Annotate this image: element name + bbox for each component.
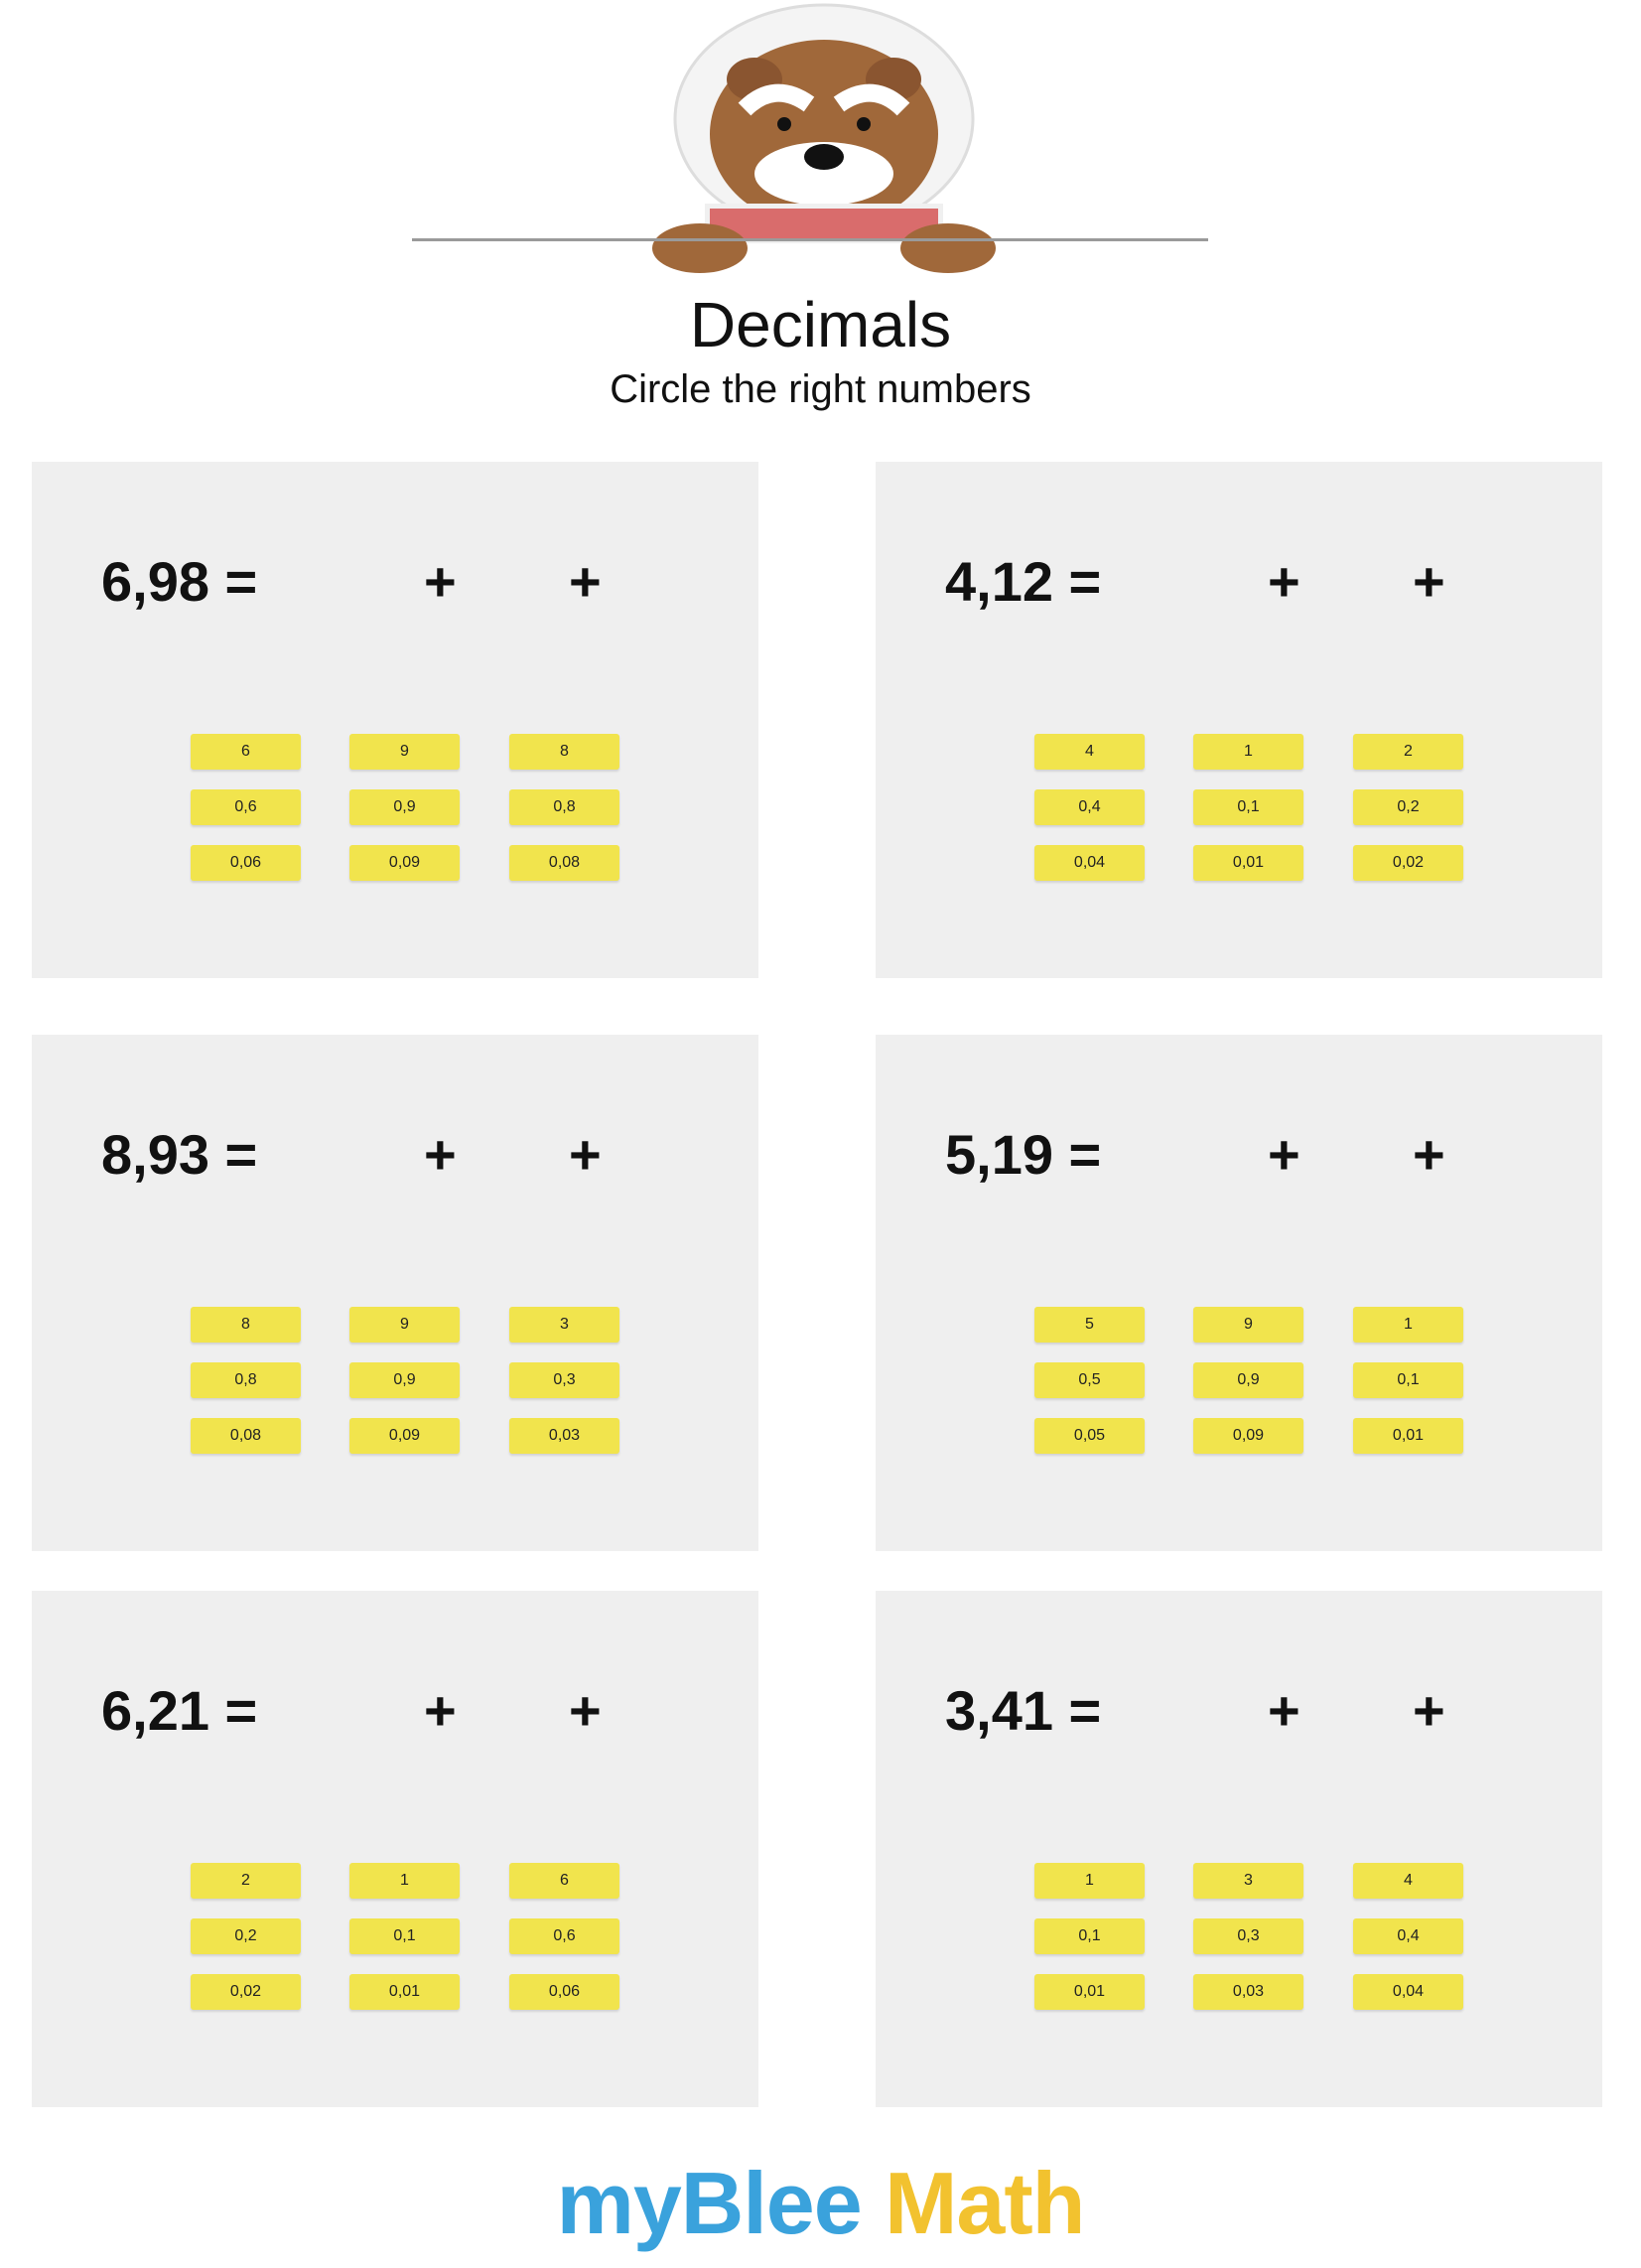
exercise-panel: 6,98 = + +6 9 8 0,6 0,9 0,8 0,06 0,09 0,08 — [32, 462, 758, 978]
page-subtitle: Circle the right numbers — [610, 367, 1031, 411]
answer-option[interactable]: 0,6 — [191, 789, 301, 825]
plus-sign: + — [1413, 550, 1445, 613]
exercise-panel: 5,19 = + +5 9 1 0,5 0,9 0,1 0,05 0,09 0,01 — [876, 1035, 1602, 1551]
plus-sign: + — [569, 550, 602, 613]
answer-option[interactable]: 0,2 — [1353, 789, 1463, 825]
exercise-panel: 3,41 = + +1 3 4 0,1 0,3 0,4 0,01 0,03 0,04 — [876, 1591, 1602, 2107]
exercise-panel: 8,93 = + +8 9 3 0,8 0,9 0,3 0,08 0,09 0,03 — [32, 1035, 758, 1551]
answer-option[interactable]: 5 — [1034, 1307, 1145, 1343]
answer-option[interactable]: 0,01 — [1353, 1418, 1463, 1454]
answer-option[interactable]: 0,1 — [1193, 789, 1303, 825]
answer-option[interactable]: 0,01 — [1034, 1974, 1145, 2010]
answer-option[interactable]: 1 — [1193, 734, 1303, 770]
answer-option[interactable]: 3 — [1193, 1863, 1303, 1899]
answer-option[interactable]: 0,3 — [509, 1362, 619, 1398]
exercise-panel: 6,21 = + +2 1 6 0,2 0,1 0,6 0,02 0,01 0,06 — [32, 1591, 758, 2107]
answer-option[interactable]: 0,1 — [1034, 1918, 1145, 1954]
answer-option[interactable]: 1 — [1034, 1863, 1145, 1899]
equation: 8,93 = — [101, 1123, 258, 1186]
plus-sign: + — [424, 550, 457, 613]
answer-option[interactable]: 0,1 — [1353, 1362, 1463, 1398]
plus-sign: + — [424, 1679, 457, 1742]
answer-option[interactable]: 9 — [349, 1307, 460, 1343]
answer-option[interactable]: 4 — [1034, 734, 1145, 770]
plus-sign: + — [1268, 550, 1300, 613]
equation: 4,12 = — [945, 550, 1102, 613]
answer-option[interactable]: 0,06 — [509, 1974, 619, 2010]
answer-option[interactable]: 1 — [1353, 1307, 1463, 1343]
plus-sign: + — [569, 1123, 602, 1186]
answer-option[interactable]: 9 — [1193, 1307, 1303, 1343]
answer-option[interactable]: 0,6 — [509, 1918, 619, 1954]
logo-part-2: Math — [885, 2154, 1085, 2252]
answer-option[interactable]: 0,08 — [509, 845, 619, 881]
answer-option[interactable]: 0,09 — [1193, 1418, 1303, 1454]
answer-option[interactable]: 2 — [1353, 734, 1463, 770]
answer-option[interactable]: 8 — [191, 1307, 301, 1343]
answer-option[interactable]: 0,9 — [1193, 1362, 1303, 1398]
answer-option[interactable]: 0,02 — [1353, 845, 1463, 881]
answer-option[interactable]: 0,02 — [191, 1974, 301, 2010]
answer-option[interactable]: 0,4 — [1353, 1918, 1463, 1954]
equation: 6,21 = — [101, 1679, 258, 1742]
plus-sign: + — [1268, 1123, 1300, 1186]
equation: 3,41 = — [945, 1679, 1102, 1742]
plus-sign: + — [1413, 1679, 1445, 1742]
plus-sign: + — [1268, 1679, 1300, 1742]
answer-option[interactable]: 6 — [509, 1863, 619, 1899]
myblee-math-logo: myBlee Math — [0, 2153, 1641, 2254]
answer-option[interactable]: 0,5 — [1034, 1362, 1145, 1398]
answer-option[interactable]: 0,05 — [1034, 1418, 1145, 1454]
answer-option[interactable]: 6 — [191, 734, 301, 770]
answer-option[interactable]: 3 — [509, 1307, 619, 1343]
answer-option[interactable]: 0,01 — [349, 1974, 460, 2010]
plus-sign: + — [424, 1123, 457, 1186]
exercise-panel: 4,12 = + +4 1 2 0,4 0,1 0,2 0,04 0,01 0,02 — [876, 462, 1602, 978]
answer-option[interactable]: 9 — [349, 734, 460, 770]
answer-option[interactable]: 0,04 — [1353, 1974, 1463, 2010]
answer-option[interactable]: 0,01 — [1193, 845, 1303, 881]
equation: 5,19 = — [945, 1123, 1102, 1186]
equation: 6,98 = — [101, 550, 258, 613]
answer-option[interactable]: 8 — [509, 734, 619, 770]
answer-option[interactable]: 0,4 — [1034, 789, 1145, 825]
plus-sign: + — [1413, 1123, 1445, 1186]
answer-option[interactable]: 0,1 — [349, 1918, 460, 1954]
answer-option[interactable]: 1 — [349, 1863, 460, 1899]
answer-option[interactable]: 0,9 — [349, 1362, 460, 1398]
answer-option[interactable]: 0,03 — [1193, 1974, 1303, 2010]
answer-option[interactable]: 0,04 — [1034, 845, 1145, 881]
answer-option[interactable]: 0,8 — [509, 789, 619, 825]
answer-option[interactable]: 0,2 — [191, 1918, 301, 1954]
header-divider — [412, 238, 1208, 241]
plus-sign: + — [569, 1679, 602, 1742]
answer-option[interactable]: 0,06 — [191, 845, 301, 881]
page-title: Decimals — [689, 289, 952, 360]
logo-part-1: myBlee — [556, 2154, 863, 2252]
answer-option[interactable]: 0,8 — [191, 1362, 301, 1398]
answer-option[interactable]: 0,08 — [191, 1418, 301, 1454]
answer-option[interactable]: 0,09 — [349, 845, 460, 881]
answer-option[interactable]: 0,9 — [349, 789, 460, 825]
answer-option[interactable]: 4 — [1353, 1863, 1463, 1899]
answer-option[interactable]: 0,03 — [509, 1418, 619, 1454]
bear-mascot-illustration — [652, 3, 996, 273]
answer-option[interactable]: 0,3 — [1193, 1918, 1303, 1954]
answer-option[interactable]: 2 — [191, 1863, 301, 1899]
answer-option[interactable]: 0,09 — [349, 1418, 460, 1454]
